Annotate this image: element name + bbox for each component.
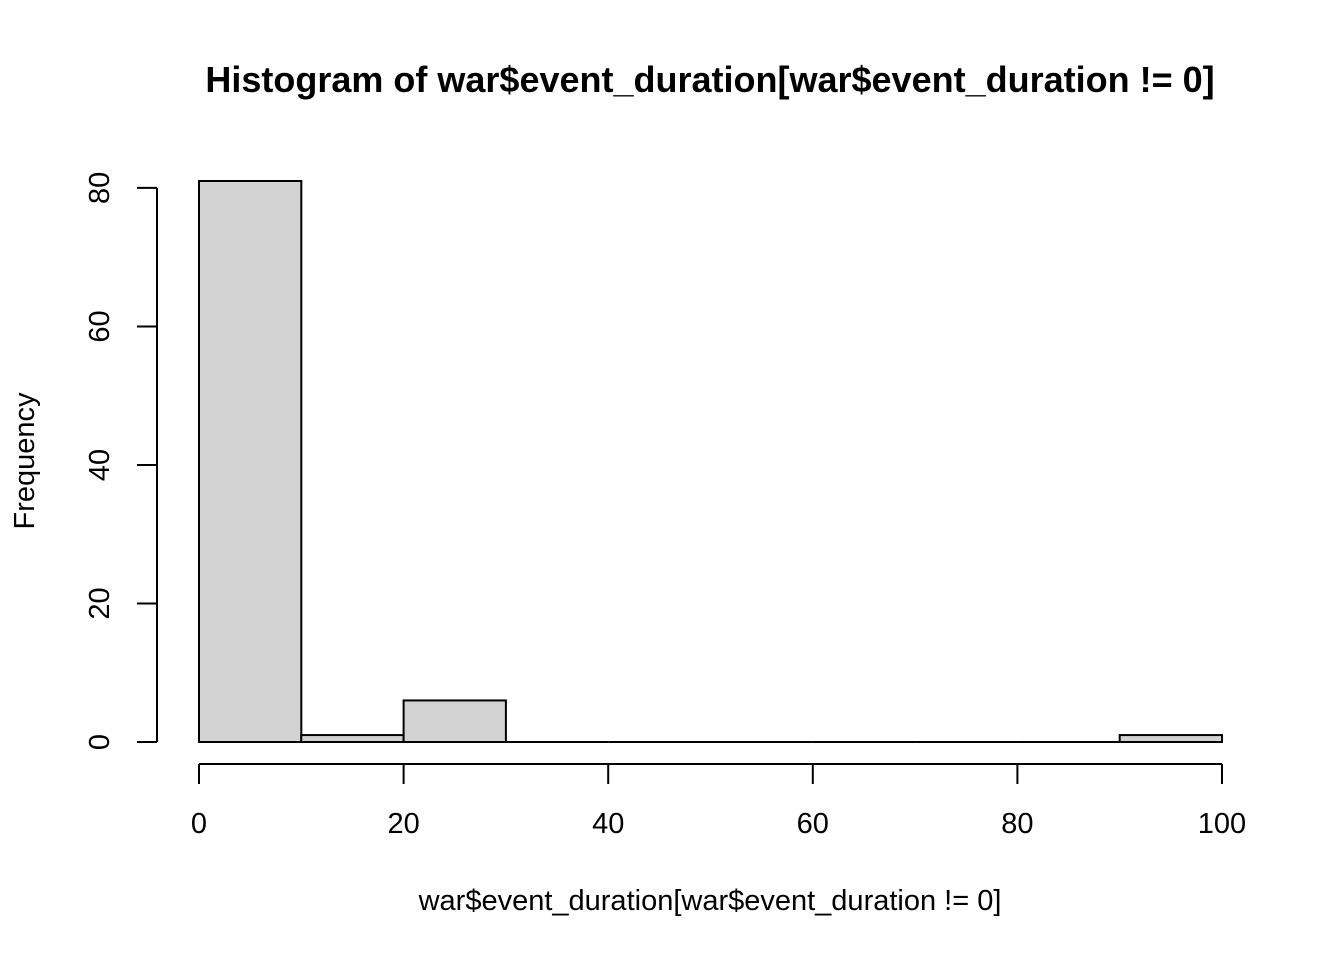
histogram-bar [1118, 734, 1223, 744]
y-tick-label: 60 [84, 310, 116, 342]
x-tick-label: 20 [387, 808, 419, 840]
histogram-bar [402, 699, 507, 744]
x-tick-label: 80 [1001, 808, 1033, 840]
x-tick-label: 40 [592, 808, 624, 840]
y-tick-label: 40 [84, 449, 116, 481]
bars-group [198, 180, 1223, 744]
x-axis-label: war$event_duration[war$event_duration !=… [418, 885, 1002, 917]
y-tick-label: 20 [84, 587, 116, 619]
y-axis: 0 20 40 60 80 [84, 172, 158, 750]
x-tick-label: 60 [797, 808, 829, 840]
x-tick-label: 0 [191, 808, 207, 840]
y-tick-label: 0 [84, 734, 116, 750]
y-tick-label: 80 [84, 172, 116, 204]
chart-title: Histogram of war$event_duration[war$even… [205, 59, 1214, 100]
x-tick-label: 100 [1198, 808, 1246, 840]
y-axis-label: Frequency [9, 392, 41, 530]
x-axis: 0 20 40 60 80 100 [191, 763, 1246, 840]
histogram-bar [300, 734, 405, 744]
histogram-bar [198, 180, 303, 743]
